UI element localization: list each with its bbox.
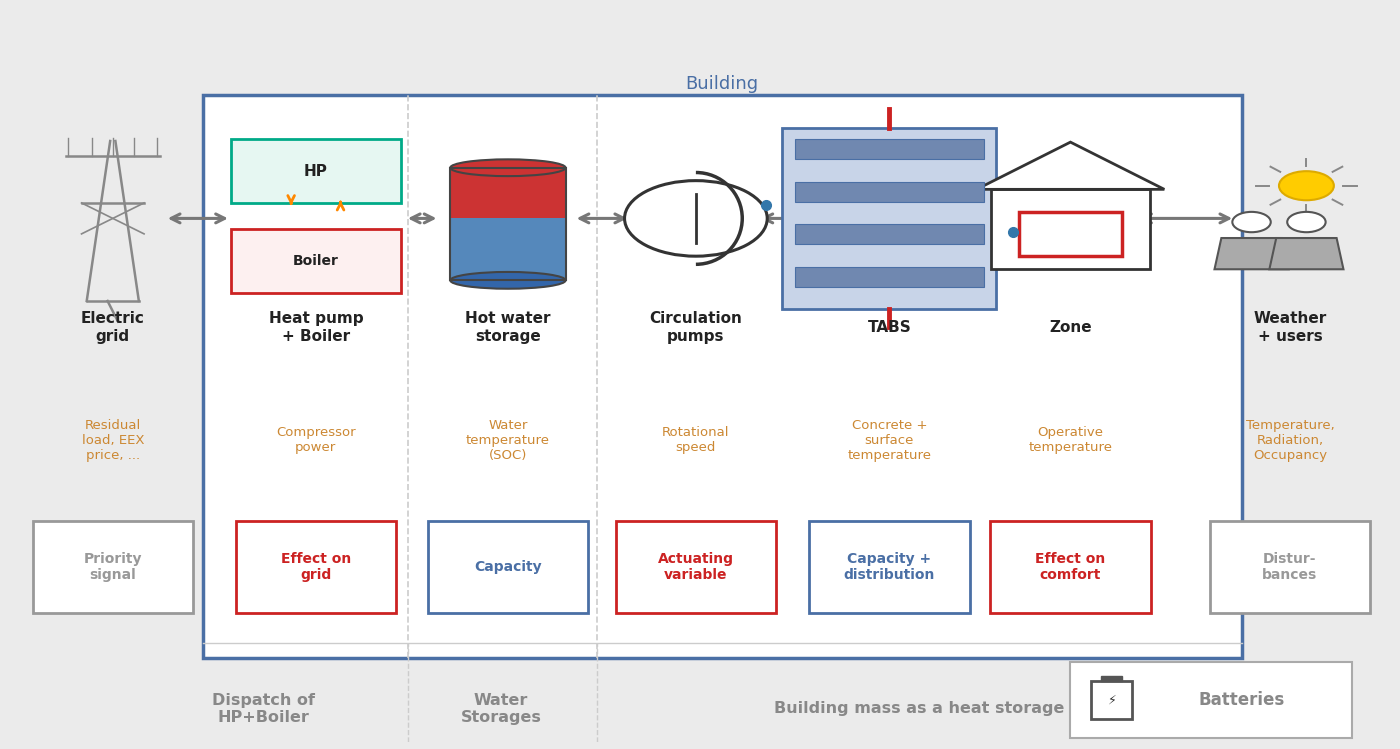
Text: Capacity +
distribution: Capacity + distribution xyxy=(844,552,935,582)
FancyBboxPatch shape xyxy=(809,521,970,613)
Text: Residual
load, EEX
price, ...: Residual load, EEX price, ... xyxy=(81,419,144,461)
Circle shape xyxy=(1232,212,1271,232)
FancyBboxPatch shape xyxy=(1071,661,1352,738)
Text: Rotational
speed: Rotational speed xyxy=(662,426,729,454)
FancyBboxPatch shape xyxy=(1210,521,1371,613)
Bar xyxy=(451,168,566,280)
Bar xyxy=(991,189,1149,270)
FancyBboxPatch shape xyxy=(427,521,588,613)
Text: Batteries: Batteries xyxy=(1198,691,1285,709)
Bar xyxy=(203,95,1242,658)
Text: HP: HP xyxy=(304,164,328,179)
Bar xyxy=(451,168,566,280)
Text: Building: Building xyxy=(686,75,759,93)
Text: Actuating
variable: Actuating variable xyxy=(658,552,734,582)
Ellipse shape xyxy=(451,272,566,288)
Bar xyxy=(795,267,984,287)
Text: TABS: TABS xyxy=(868,320,911,335)
Text: Weather
+ users: Weather + users xyxy=(1253,311,1327,344)
Text: Hot water
storage: Hot water storage xyxy=(465,311,550,344)
Polygon shape xyxy=(1270,238,1344,270)
FancyBboxPatch shape xyxy=(616,521,776,613)
FancyBboxPatch shape xyxy=(990,521,1151,613)
Text: Concrete +
surface
temperature: Concrete + surface temperature xyxy=(847,419,931,461)
FancyBboxPatch shape xyxy=(32,521,193,613)
Text: Boiler: Boiler xyxy=(293,254,339,267)
Polygon shape xyxy=(1215,238,1288,270)
Text: Distur-
bances: Distur- bances xyxy=(1263,552,1317,582)
FancyBboxPatch shape xyxy=(1091,681,1133,718)
FancyBboxPatch shape xyxy=(235,521,396,613)
Text: Temperature,
Radiation,
Occupancy: Temperature, Radiation, Occupancy xyxy=(1246,419,1334,461)
Bar xyxy=(795,224,984,244)
Text: $\mathbf{⚡}$: $\mathbf{⚡}$ xyxy=(1107,693,1116,706)
Text: Circulation
pumps: Circulation pumps xyxy=(650,311,742,344)
Circle shape xyxy=(1280,172,1334,200)
Bar xyxy=(783,127,997,309)
Bar xyxy=(451,168,566,219)
Text: Water
temperature
(SOC): Water temperature (SOC) xyxy=(466,419,550,461)
Text: Operative
temperature: Operative temperature xyxy=(1029,426,1113,454)
Text: Dispatch of
HP+Boiler: Dispatch of HP+Boiler xyxy=(213,693,315,725)
FancyBboxPatch shape xyxy=(231,228,400,293)
Text: Capacity: Capacity xyxy=(475,560,542,574)
Text: Priority
signal: Priority signal xyxy=(84,552,141,582)
Circle shape xyxy=(1287,212,1326,232)
Polygon shape xyxy=(977,142,1165,189)
Text: Electric
grid: Electric grid xyxy=(81,311,144,344)
FancyBboxPatch shape xyxy=(231,139,400,203)
Text: Effect on
comfort: Effect on comfort xyxy=(1036,552,1106,582)
Text: Effect on
grid: Effect on grid xyxy=(281,552,351,582)
Bar xyxy=(1102,676,1121,681)
Text: Compressor
power: Compressor power xyxy=(276,426,356,454)
Text: Zone: Zone xyxy=(1049,320,1092,335)
Ellipse shape xyxy=(451,160,566,176)
Text: Heat pump
+ Boiler: Heat pump + Boiler xyxy=(269,311,363,344)
Text: Building mass as a heat storage: Building mass as a heat storage xyxy=(774,701,1065,716)
Circle shape xyxy=(624,181,767,256)
Bar xyxy=(795,182,984,201)
Bar xyxy=(795,139,984,160)
Bar xyxy=(1019,212,1123,256)
Text: Water
Storages: Water Storages xyxy=(461,693,542,725)
